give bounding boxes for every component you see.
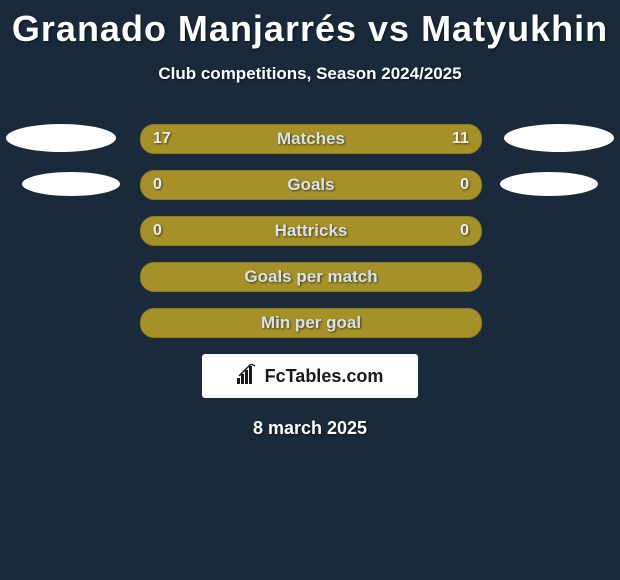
- page-subtitle: Club competitions, Season 2024/2025: [0, 64, 620, 84]
- logo-box: FcTables.com: [202, 354, 418, 398]
- value-right-goals: 0: [460, 176, 469, 194]
- comparison-rows: 17 Matches 11 0 Goals 0 0 Hattricks 0 Go…: [0, 124, 620, 338]
- label-matches: Matches: [277, 129, 345, 149]
- date-text: 8 march 2025: [0, 418, 620, 439]
- row-matches: 17 Matches 11: [0, 124, 620, 154]
- row-hattricks: 0 Hattricks 0: [0, 216, 620, 246]
- label-mpg: Min per goal: [261, 313, 361, 333]
- logo-text: FcTables.com: [265, 366, 384, 387]
- value-left-goals: 0: [153, 176, 162, 194]
- chart-icon: [237, 364, 259, 389]
- bar-matches: 17 Matches 11: [140, 124, 482, 154]
- value-right-matches: 11: [452, 130, 469, 148]
- ellipse-left-goals: [22, 172, 120, 196]
- value-left-hattricks: 0: [153, 222, 162, 240]
- value-left-matches: 17: [153, 130, 171, 148]
- ellipse-right-matches: [504, 124, 614, 152]
- ellipse-left-matches: [6, 124, 116, 152]
- value-right-hattricks: 0: [460, 222, 469, 240]
- ellipse-right-goals: [500, 172, 598, 196]
- row-goals-per-match: Goals per match: [0, 262, 620, 292]
- label-gpm: Goals per match: [244, 267, 377, 287]
- bar-min-per-goal: Min per goal: [140, 308, 482, 338]
- row-goals: 0 Goals 0: [0, 170, 620, 200]
- bar-hattricks: 0 Hattricks 0: [140, 216, 482, 246]
- bar-goals-per-match: Goals per match: [140, 262, 482, 292]
- bar-goals: 0 Goals 0: [140, 170, 482, 200]
- page-title: Granado Manjarrés vs Matyukhin: [0, 0, 620, 50]
- row-min-per-goal: Min per goal: [0, 308, 620, 338]
- label-goals: Goals: [287, 175, 334, 195]
- label-hattricks: Hattricks: [275, 221, 348, 241]
